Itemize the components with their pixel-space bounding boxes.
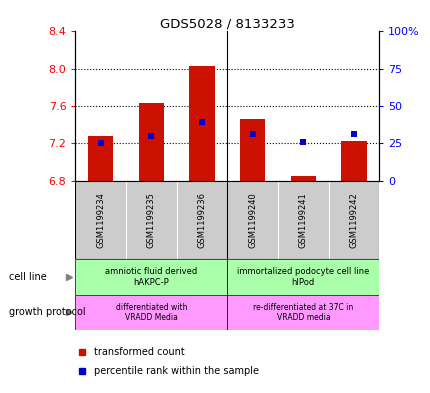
Text: GSM1199242: GSM1199242 — [349, 192, 358, 248]
Bar — [75, 295, 227, 330]
Bar — [290, 176, 315, 181]
Text: GSM1199235: GSM1199235 — [147, 192, 156, 248]
Bar — [126, 181, 176, 259]
Bar — [277, 181, 328, 259]
Text: GSM1199240: GSM1199240 — [248, 192, 257, 248]
Text: GSM1199234: GSM1199234 — [96, 192, 105, 248]
Bar — [75, 181, 126, 259]
Bar — [227, 181, 277, 259]
Text: GSM1199241: GSM1199241 — [298, 192, 307, 248]
Bar — [227, 295, 378, 330]
Bar — [227, 259, 378, 295]
Text: cell line: cell line — [9, 272, 46, 282]
Bar — [75, 259, 227, 295]
Bar — [189, 66, 214, 181]
Text: percentile rank within the sample: percentile rank within the sample — [93, 366, 258, 376]
Bar — [88, 136, 113, 181]
Text: re-differentiated at 37C in
VRADD media: re-differentiated at 37C in VRADD media — [252, 303, 353, 322]
Text: amniotic fluid derived
hAKPC-P: amniotic fluid derived hAKPC-P — [105, 267, 197, 287]
Bar — [176, 181, 227, 259]
Bar — [240, 119, 265, 181]
Text: immortalized podocyte cell line
hIPod: immortalized podocyte cell line hIPod — [237, 267, 369, 287]
Bar — [138, 103, 164, 181]
Text: GSM1199236: GSM1199236 — [197, 192, 206, 248]
Title: GDS5028 / 8133233: GDS5028 / 8133233 — [160, 17, 294, 30]
Bar — [341, 141, 366, 181]
Text: transformed count: transformed count — [93, 347, 184, 357]
Text: differentiated with
VRADD Media: differentiated with VRADD Media — [115, 303, 187, 322]
Bar — [328, 181, 378, 259]
Text: growth protocol: growth protocol — [9, 307, 85, 318]
